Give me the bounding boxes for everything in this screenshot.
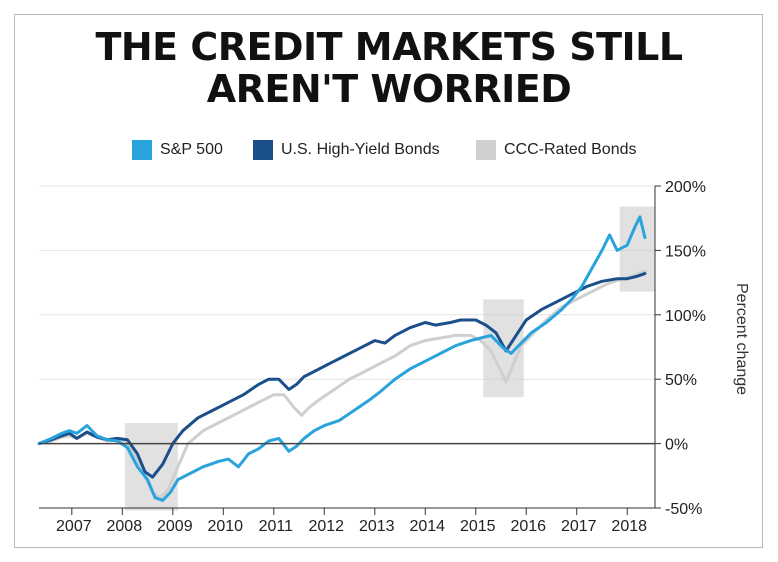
series-line-u-s-high-yield-bonds [37,272,647,479]
legend-label-sp500: S&P 500 [160,141,223,158]
legend-item-ccc: CCC-Rated Bonds [476,139,637,161]
x-tick-label-2016: 2016 [510,518,546,535]
legend-swatch-high-yield [253,140,273,160]
x-tick-label-2012: 2012 [308,518,344,535]
y-axis-label: Percent change [733,283,750,395]
y-tick-label-3: 100% [665,308,706,325]
series-line-ccc-rated-bonds [37,269,647,500]
x-tick-label-2010: 2010 [207,518,243,535]
y-tick-label-0: -50% [665,501,702,518]
chart-title-line-2: AREN'T WORRIED [206,67,572,111]
x-tick-label-2013: 2013 [359,518,395,535]
chart-legend: S&P 500 U.S. High-Yield Bonds CCC-Rated … [0,139,778,161]
y-tick-label-1: 0% [665,437,688,454]
legend-item-sp500: S&P 500 [132,139,223,161]
highlight-region-1 [124,422,178,511]
x-tick-label-2015: 2015 [460,518,496,535]
x-tick-label-2009: 2009 [157,518,193,535]
legend-item-high-yield: U.S. High-Yield Bonds [253,139,440,161]
chart-title-line-1: THE CREDIT MARKETS STILL [95,25,683,69]
x-tick-label-2017: 2017 [561,518,597,535]
legend-swatch-ccc [476,140,496,160]
legend-label-high-yield: U.S. High-Yield Bonds [281,141,440,158]
y-tick-label-2: 50% [665,372,697,389]
x-tick-label-2008: 2008 [107,518,143,535]
x-tick-label-2011: 2011 [259,518,294,535]
legend-swatch-sp500 [132,140,152,160]
x-tick-label-2007: 2007 [56,518,92,535]
chart-title: THE CREDIT MARKETS STILL AREN'T WORRIED [0,26,778,110]
legend-label-ccc: CCC-Rated Bonds [504,141,637,158]
x-tick-label-2014: 2014 [409,518,445,535]
series-line-s-p-500 [37,215,647,502]
y-tick-label-4: 150% [665,243,706,260]
y-tick-label-5: 200% [665,179,706,196]
x-tick-label-2018: 2018 [611,518,647,535]
